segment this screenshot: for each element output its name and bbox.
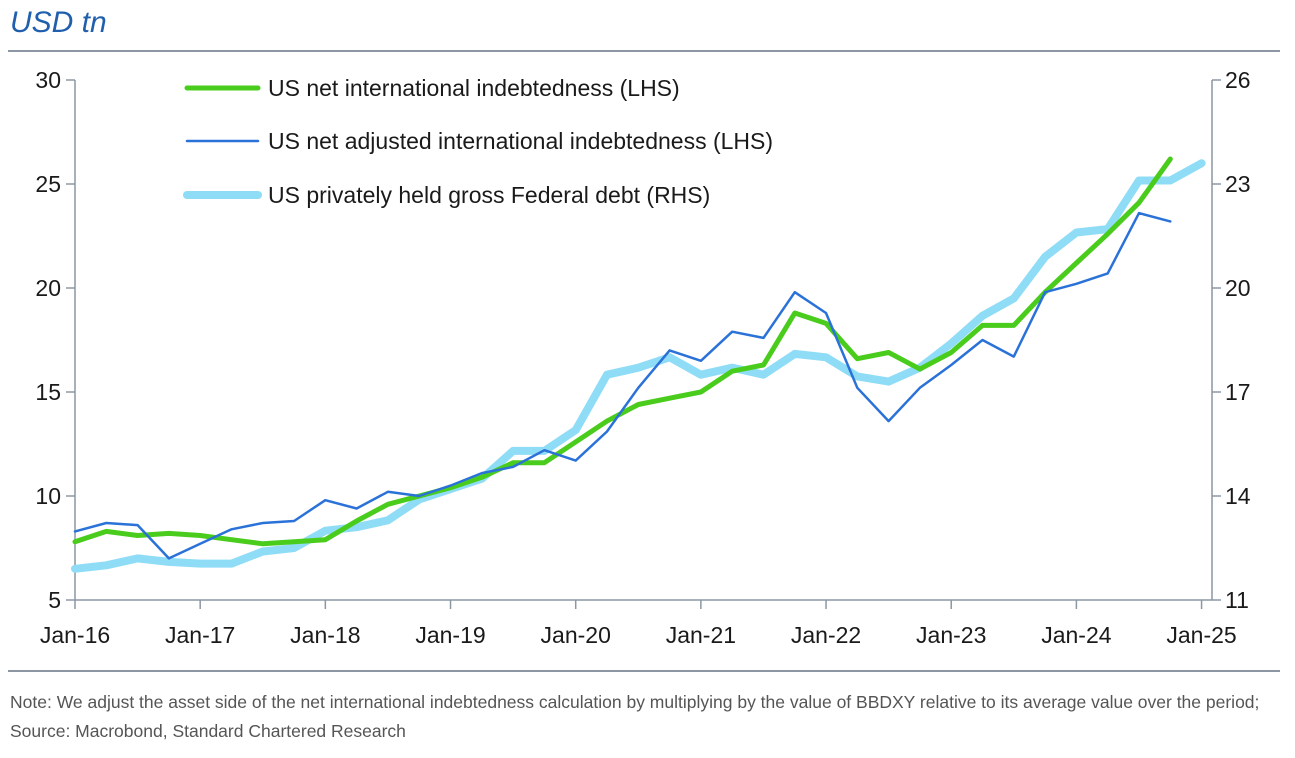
x-tick-label: Jan-21 (666, 622, 736, 648)
series-layer (71, 156, 1206, 573)
series-line-net-indebtedness (72, 156, 1173, 547)
x-tick-label: Jan-23 (916, 622, 986, 648)
left-tick-label: 5 (48, 587, 61, 613)
right-tick-label: 14 (1225, 483, 1251, 509)
left-tick-label: 25 (35, 171, 61, 197)
bottom-divider (8, 670, 1280, 672)
chart-unit-title: USD tn (10, 6, 107, 39)
x-tick-label: Jan-18 (290, 622, 360, 648)
x-tick-label: Jan-22 (791, 622, 861, 648)
left-tick-label: 10 (35, 483, 61, 509)
right-tick-label: 23 (1225, 171, 1251, 197)
series-line-net-adjusted-indebtedness (73, 211, 1172, 560)
right-tick-label: 17 (1225, 379, 1251, 405)
line-chart: 5 10 15 20 25 30 11 14 17 20 23 26 Jan-16 Jan-17 Jan-1… (35, 67, 1250, 648)
x-tick-label: Jan-25 (1166, 622, 1236, 648)
top-divider (8, 50, 1280, 52)
left-tick-label: 20 (35, 275, 61, 301)
left-tick-label: 15 (35, 379, 61, 405)
source-note: Note: We adjust the asset side of the ne… (10, 692, 1260, 741)
legend: US net international indebtedness (LHS) U… (183, 75, 773, 208)
left-tick-label: 30 (35, 67, 61, 93)
right-tick-label: 11 (1225, 587, 1249, 613)
legend-label: US net international indebtedness (LHS) (268, 75, 680, 101)
right-tick-label: 26 (1225, 67, 1251, 93)
x-tick-label: Jan-17 (165, 622, 235, 648)
x-tick-label: Jan-24 (1041, 622, 1112, 648)
legend-label: US privately held gross Federal debt (RH… (268, 182, 710, 208)
series-line-federal-debt (71, 159, 1206, 573)
x-tick-label: Jan-16 (40, 622, 110, 648)
legend-label: US net adjusted international indebtedne… (268, 128, 773, 154)
x-tick-label: Jan-20 (541, 622, 611, 648)
x-tick-label: Jan-19 (415, 622, 485, 648)
right-tick-label: 20 (1225, 275, 1251, 301)
axes-layer: 5 10 15 20 25 30 11 14 17 20 23 26 Jan-16 Jan-17 Jan-1… (35, 67, 1250, 648)
